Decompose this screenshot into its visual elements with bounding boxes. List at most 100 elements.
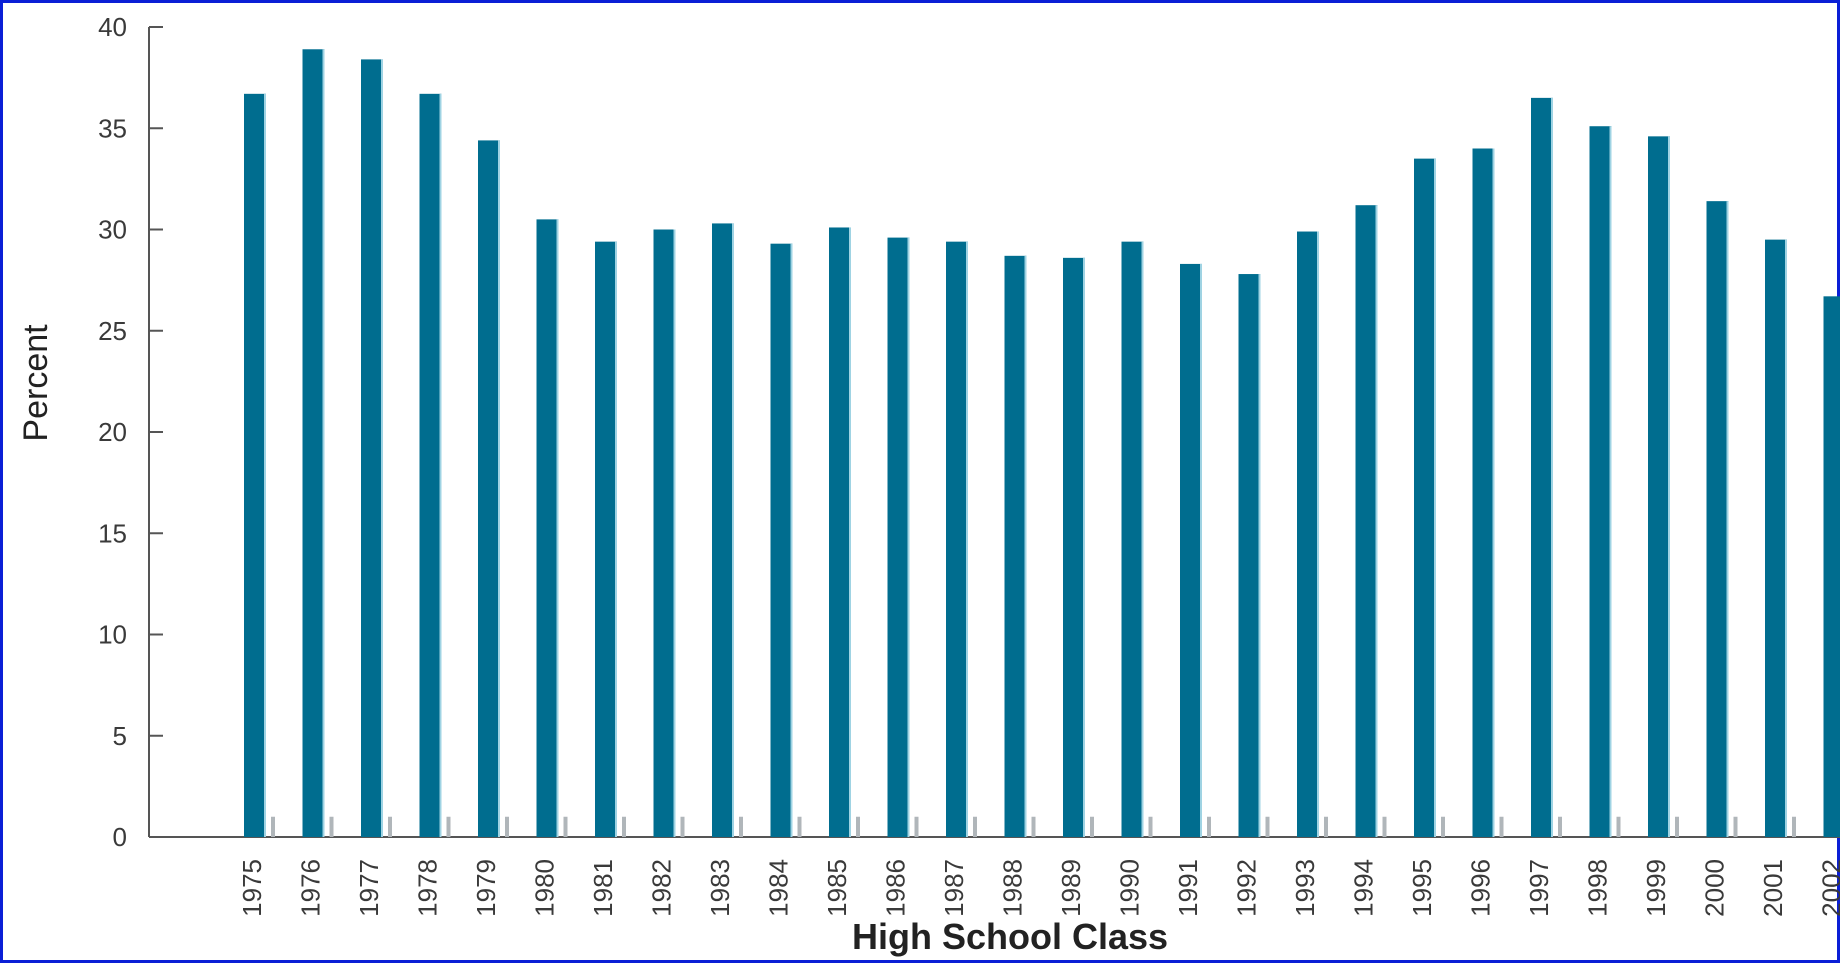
x-tick-label: 1999 [1641, 859, 1671, 917]
bar-highlight [1083, 258, 1085, 837]
bar [712, 223, 734, 837]
x-tick-label: 1975 [237, 859, 267, 917]
bar-highlight [498, 140, 500, 837]
bar-highlight [1142, 242, 1144, 837]
x-tick-label: 1992 [1232, 859, 1262, 917]
bar [829, 227, 851, 837]
secondary-bar [505, 817, 509, 837]
bar-highlight [908, 238, 910, 837]
bar-highlight [966, 242, 968, 837]
bar [420, 94, 442, 837]
x-tick-label: 1977 [354, 859, 384, 917]
bar [1473, 149, 1495, 838]
bar-highlight [1025, 256, 1027, 837]
bar [1824, 296, 1840, 837]
x-tick-label: 2001 [1758, 859, 1788, 917]
bars-group [244, 49, 1840, 837]
x-tick-label: 2002 [1817, 859, 1840, 917]
bar-highlight [381, 59, 383, 837]
bar [1005, 256, 1027, 837]
x-tick-label: 1988 [998, 859, 1028, 917]
secondary-bar [330, 817, 334, 837]
x-tick-label: 1995 [1407, 859, 1437, 917]
bar [946, 242, 968, 837]
secondary-bar [1441, 817, 1445, 837]
y-tick-label: 35 [98, 113, 127, 143]
x-tick-label: 1998 [1583, 859, 1613, 917]
bar-highlight [1376, 205, 1378, 837]
bar-highlight [1551, 98, 1553, 837]
secondary-bar [622, 817, 626, 837]
x-tick-label: 1984 [764, 859, 794, 917]
bar [361, 59, 383, 837]
x-tick-label: 1981 [588, 859, 618, 917]
secondary-bar [1324, 817, 1328, 837]
bar [1414, 159, 1436, 837]
y-tick-label: 25 [98, 316, 127, 346]
x-tick-label: 1997 [1524, 859, 1554, 917]
bar [303, 49, 325, 837]
y-tick-label: 30 [98, 215, 127, 245]
secondary-bar [681, 817, 685, 837]
bar-highlight [1668, 136, 1670, 837]
secondary-bar [915, 817, 919, 837]
x-tick-label: 1993 [1290, 859, 1320, 917]
secondary-bar [1792, 817, 1796, 837]
bar-highlight [849, 227, 851, 837]
x-tick-label: 2000 [1700, 859, 1730, 917]
bar [1590, 126, 1612, 837]
secondary-bar [564, 817, 568, 837]
secondary-bar [1149, 817, 1153, 837]
bar-highlight [674, 230, 676, 838]
x-tick-label: 1976 [296, 859, 326, 917]
y-tick-label: 10 [98, 620, 127, 650]
secondary-bar [1734, 817, 1738, 837]
bar-highlight [732, 223, 734, 837]
x-tick-label: 1986 [881, 859, 911, 917]
bar [1239, 274, 1261, 837]
secondary-bar [1032, 817, 1036, 837]
y-tick-label: 40 [98, 12, 127, 42]
x-tick-label: 1983 [705, 859, 735, 917]
x-tick-label: 1978 [413, 859, 443, 917]
x-tick-label: 1987 [939, 859, 969, 917]
y-axis-title: Percent [17, 324, 55, 442]
secondary-bar [1558, 817, 1562, 837]
secondary-bar [1266, 817, 1270, 837]
bar [771, 244, 793, 837]
secondary-bar [1383, 817, 1387, 837]
y-tick-label: 5 [113, 721, 127, 751]
bar-highlight [615, 242, 617, 837]
x-tick-label: 1991 [1173, 859, 1203, 917]
secondary-bar [798, 817, 802, 837]
x-tick-label: 1980 [530, 859, 560, 917]
y-tick-label: 0 [113, 822, 127, 852]
bar [595, 242, 617, 837]
x-tick-label: 1994 [1349, 859, 1379, 917]
bar [1180, 264, 1202, 837]
secondary-bar [973, 817, 977, 837]
y-tick-label: 20 [98, 417, 127, 447]
x-tick-label: 1996 [1466, 859, 1496, 917]
secondary-bar [1207, 817, 1211, 837]
bar [478, 140, 500, 837]
secondary-bar [1617, 817, 1621, 837]
secondary-bar [388, 817, 392, 837]
secondary-bar [739, 817, 743, 837]
bar [1063, 258, 1085, 837]
secondary-bar [1500, 817, 1504, 837]
bar-highlight [1785, 240, 1787, 837]
bar [1765, 240, 1787, 837]
y-tick-label: 15 [98, 518, 127, 548]
bar [537, 219, 559, 837]
bar-highlight [557, 219, 559, 837]
x-tick-label: 1989 [1056, 859, 1086, 917]
bar-chart: 0 5 10 15 20 25 30 35 40 1975 1976 1977 1978 1979 198… [3, 3, 1840, 966]
bar [1531, 98, 1553, 837]
bar [1707, 201, 1729, 837]
bar-highlight [440, 94, 442, 837]
bar-highlight [323, 49, 325, 837]
x-tick-label: 1979 [471, 859, 501, 917]
